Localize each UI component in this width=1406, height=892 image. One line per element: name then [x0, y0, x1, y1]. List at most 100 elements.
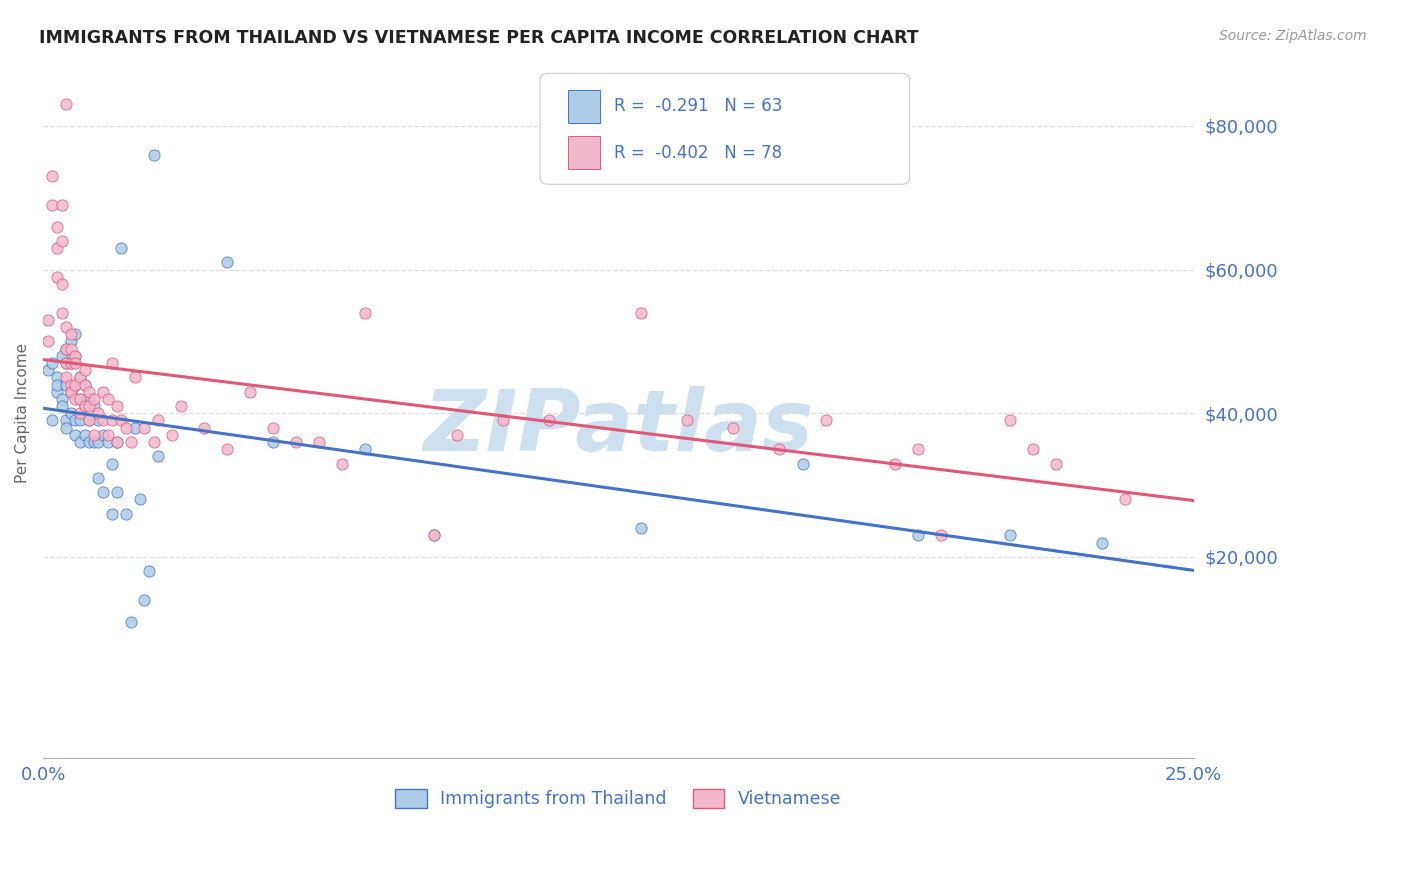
Point — [69, 392, 91, 406]
Text: R =  -0.291   N = 63: R = -0.291 N = 63 — [614, 97, 782, 115]
Point — [630, 521, 652, 535]
Point — [83, 427, 105, 442]
Point — [73, 399, 96, 413]
Bar — [568, 136, 600, 169]
Y-axis label: Per Capita Income: Per Capita Income — [15, 343, 30, 483]
Point — [59, 334, 82, 349]
Point — [73, 363, 96, 377]
Point — [101, 457, 124, 471]
Point — [59, 342, 82, 356]
Point — [69, 392, 91, 406]
Point — [41, 413, 63, 427]
Point — [105, 434, 128, 449]
Point — [91, 413, 114, 427]
Point — [907, 528, 929, 542]
Point — [69, 413, 91, 427]
Point — [97, 434, 120, 449]
Point — [41, 169, 63, 184]
Point — [217, 255, 239, 269]
Point — [65, 327, 87, 342]
Point — [1114, 492, 1136, 507]
Text: IMMIGRANTS FROM THAILAND VS VIETNAMESE PER CAPITA INCOME CORRELATION CHART: IMMIGRANTS FROM THAILAND VS VIETNAMESE P… — [39, 29, 920, 46]
Point — [59, 406, 82, 420]
Point — [217, 442, 239, 457]
Point — [87, 406, 110, 420]
Point — [69, 406, 91, 420]
Point — [69, 370, 91, 384]
Point — [134, 420, 156, 434]
Point — [330, 457, 353, 471]
Point — [142, 147, 165, 161]
Point — [262, 434, 284, 449]
Point — [46, 269, 69, 284]
Point — [41, 198, 63, 212]
Point — [883, 457, 905, 471]
Point — [676, 413, 699, 427]
Point — [308, 434, 330, 449]
Point — [59, 384, 82, 399]
Point — [55, 320, 77, 334]
Point — [1091, 535, 1114, 549]
Point — [46, 377, 69, 392]
Point — [51, 234, 73, 248]
Point — [51, 392, 73, 406]
Text: R =  -0.402   N = 78: R = -0.402 N = 78 — [614, 144, 782, 161]
Point — [37, 313, 59, 327]
Point — [929, 528, 952, 542]
Point — [120, 615, 142, 629]
Point — [120, 434, 142, 449]
Point — [998, 413, 1021, 427]
Point — [110, 241, 132, 255]
Point — [77, 384, 100, 399]
Point — [1021, 442, 1043, 457]
Point — [59, 327, 82, 342]
Point — [105, 399, 128, 413]
Point — [134, 593, 156, 607]
Point — [87, 434, 110, 449]
Point — [792, 457, 814, 471]
Point — [101, 507, 124, 521]
Point — [768, 442, 790, 457]
Point — [115, 507, 138, 521]
Point — [55, 342, 77, 356]
Point — [83, 399, 105, 413]
Point — [83, 392, 105, 406]
Legend: Immigrants from Thailand, Vietnamese: Immigrants from Thailand, Vietnamese — [388, 781, 849, 814]
Text: ZIPatlas: ZIPatlas — [423, 385, 814, 468]
Point — [65, 349, 87, 363]
Point — [91, 384, 114, 399]
Point — [65, 377, 87, 392]
Point — [423, 528, 446, 542]
Point — [73, 399, 96, 413]
Point — [97, 392, 120, 406]
Point — [69, 434, 91, 449]
Point — [51, 399, 73, 413]
Point — [37, 334, 59, 349]
Point — [69, 370, 91, 384]
Point — [101, 413, 124, 427]
Point — [723, 420, 745, 434]
Point — [51, 198, 73, 212]
Point — [73, 377, 96, 392]
Point — [73, 377, 96, 392]
Point — [193, 420, 215, 434]
Bar — [568, 90, 600, 123]
Point — [124, 420, 146, 434]
Point — [998, 528, 1021, 542]
Point — [160, 427, 183, 442]
Point — [77, 413, 100, 427]
Point — [105, 434, 128, 449]
Point — [630, 306, 652, 320]
Point — [124, 370, 146, 384]
Point — [87, 413, 110, 427]
Point — [239, 384, 262, 399]
Point — [46, 241, 69, 255]
Point — [148, 450, 170, 464]
Point — [142, 434, 165, 449]
Point — [51, 306, 73, 320]
Point — [37, 363, 59, 377]
Point — [77, 413, 100, 427]
Point — [59, 384, 82, 399]
Point — [87, 471, 110, 485]
Point — [907, 442, 929, 457]
